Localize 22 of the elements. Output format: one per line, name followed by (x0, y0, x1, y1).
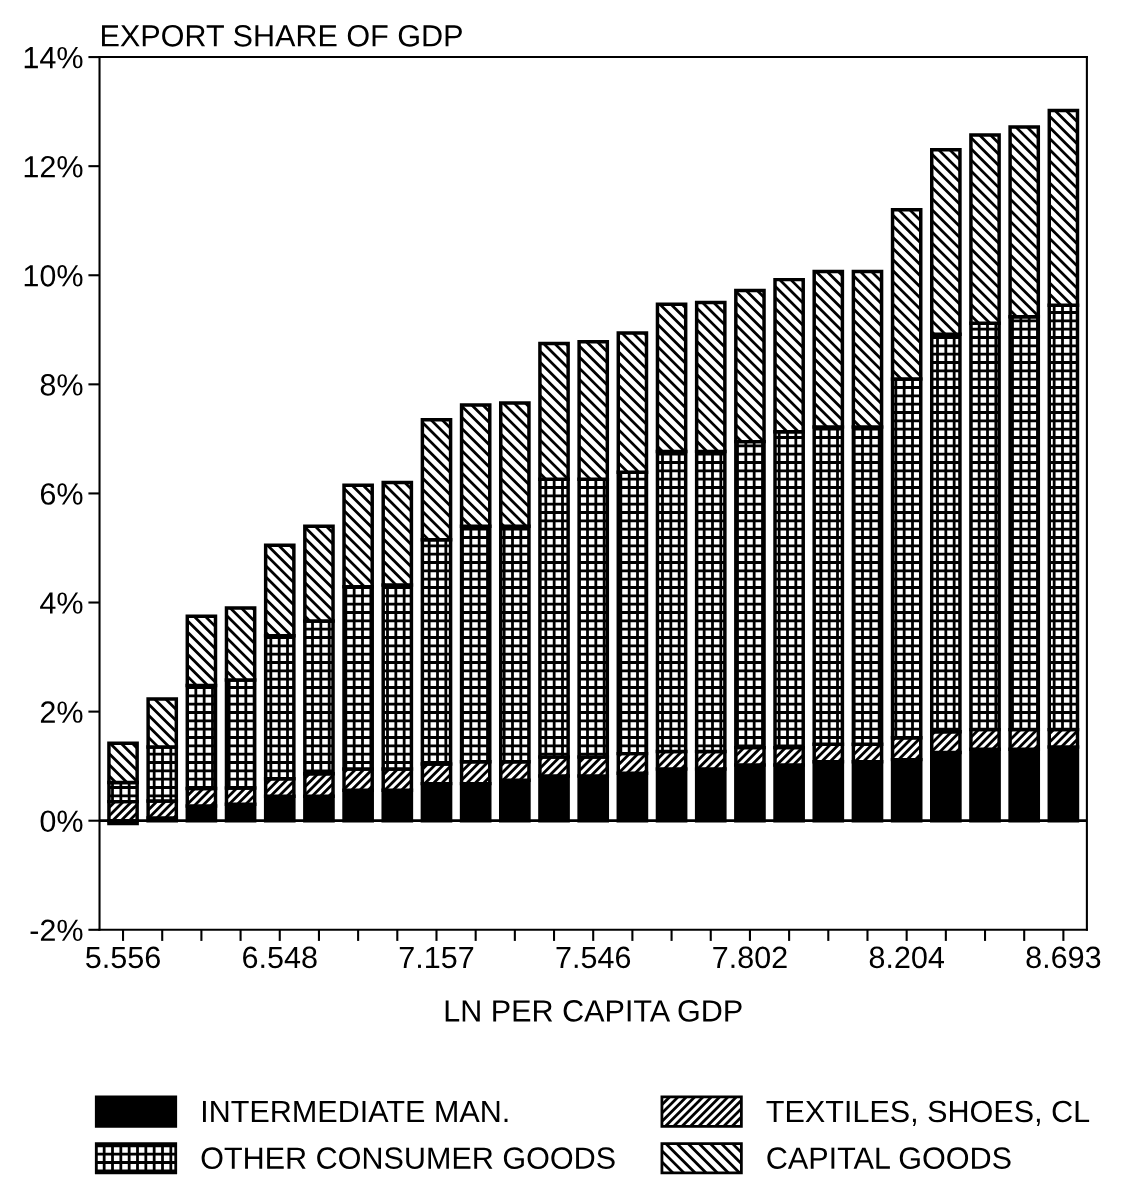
y-tick-label: 8% (40, 374, 83, 396)
x-tick-label: 7.802 (713, 946, 787, 969)
legend-label: CAPITAL GOODS (767, 1147, 1011, 1169)
y-tick-label: -2% (30, 919, 83, 942)
x-tick-label: 5.556 (86, 946, 160, 969)
y-tick-label: 0% (40, 810, 83, 833)
y-tick-label: 2% (40, 701, 83, 723)
x-tick-label: 8.204 (869, 946, 944, 969)
legend-label: TEXTILES, SHOES, CL (766, 1100, 1090, 1126)
chart-title: EXPORT SHARE OF GDP (102, 25, 462, 47)
y-tick-label: 14% (24, 46, 83, 69)
x-tick-label: 8.693 (1026, 946, 1101, 969)
legend-label: OTHER CONSUMER GOODS (201, 1147, 615, 1169)
y-tick-label: 4% (40, 592, 83, 614)
legend-label: INTERMEDIATE MAN. (202, 1100, 508, 1122)
x-tick-label: 7.546 (556, 946, 631, 969)
y-tick-label: 12% (24, 155, 83, 178)
y-tick-label: 6% (40, 483, 83, 505)
y-tick-label: 10% (24, 264, 83, 287)
x-tick-label: 6.548 (243, 946, 317, 969)
x-axis-title: LN PER CAPITA GDP (445, 1000, 742, 1022)
x-tick-label: 7.157 (399, 946, 474, 969)
